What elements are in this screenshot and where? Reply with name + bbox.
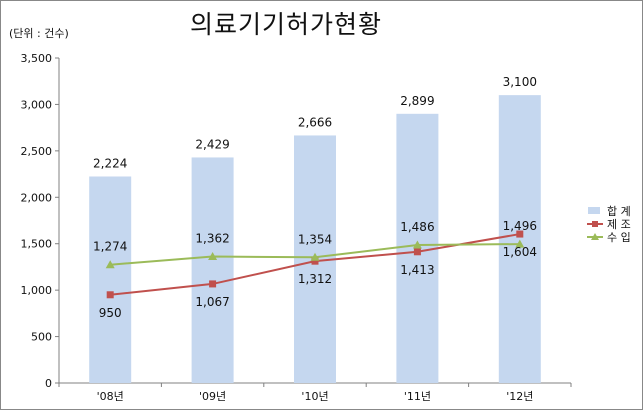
legend-swatch-bar — [588, 207, 600, 214]
unit-label: (단위 : 건수) — [9, 27, 69, 40]
legend-label: 제 조 — [607, 218, 631, 231]
bar-data-label: 3,100 — [503, 75, 537, 89]
line-marker-square — [413, 248, 421, 256]
x-tick-label: '10년 — [301, 390, 328, 403]
y-tick-label: 3,000 — [21, 98, 53, 111]
x-tick-label: '11년 — [404, 390, 431, 403]
bar-data-label: 2,224 — [93, 156, 127, 170]
line-data-label: 1,067 — [195, 295, 229, 309]
bar — [89, 176, 132, 383]
bar-data-label: 2,666 — [298, 115, 332, 129]
x-tick-label: '12년 — [506, 390, 533, 403]
chart-title: 의료기기허가현황 — [189, 10, 382, 39]
line-marker-triangle — [310, 252, 320, 261]
line-data-label: 1,604 — [503, 245, 537, 259]
line-marker-square — [106, 291, 114, 299]
line-data-label: 1,496 — [503, 219, 537, 233]
x-tick-label: '09년 — [199, 390, 226, 403]
y-tick-label: 500 — [31, 331, 52, 344]
bar-data-label: 2,899 — [400, 94, 434, 108]
y-tick-label: 1,000 — [21, 284, 53, 297]
line-data-label: 1,413 — [400, 263, 434, 277]
line-marker-triangle — [208, 252, 218, 261]
line-data-label: 1,362 — [195, 232, 229, 246]
line-marker-square — [209, 280, 217, 288]
line-data-label: 1,354 — [298, 232, 332, 246]
line-data-label: 950 — [99, 306, 122, 320]
legend-marker-triangle — [591, 233, 599, 240]
line-marker-triangle — [515, 239, 525, 248]
y-tick-label: 3,500 — [21, 52, 53, 65]
line-marker-triangle — [412, 240, 422, 249]
bar-data-label: 2,429 — [195, 137, 229, 151]
line-data-label: 1,312 — [298, 272, 332, 286]
line-marker-triangle — [105, 260, 115, 269]
legend-label: 수 입 — [607, 231, 631, 244]
y-tick-label: 1,500 — [21, 238, 53, 251]
y-tick-label: 2,500 — [21, 145, 53, 158]
line-marker-square — [311, 257, 319, 265]
legend-label: 합 계 — [607, 205, 631, 218]
legend-marker-square — [592, 221, 598, 227]
bar — [498, 95, 541, 384]
line-data-label: 1,486 — [400, 220, 434, 234]
bar — [191, 157, 234, 383]
x-tick-label: '08년 — [97, 390, 124, 403]
y-tick-label: 0 — [45, 377, 52, 390]
line-marker-square — [516, 230, 524, 238]
y-tick-label: 2,000 — [21, 191, 53, 204]
line-data-label: 1,274 — [93, 240, 127, 254]
